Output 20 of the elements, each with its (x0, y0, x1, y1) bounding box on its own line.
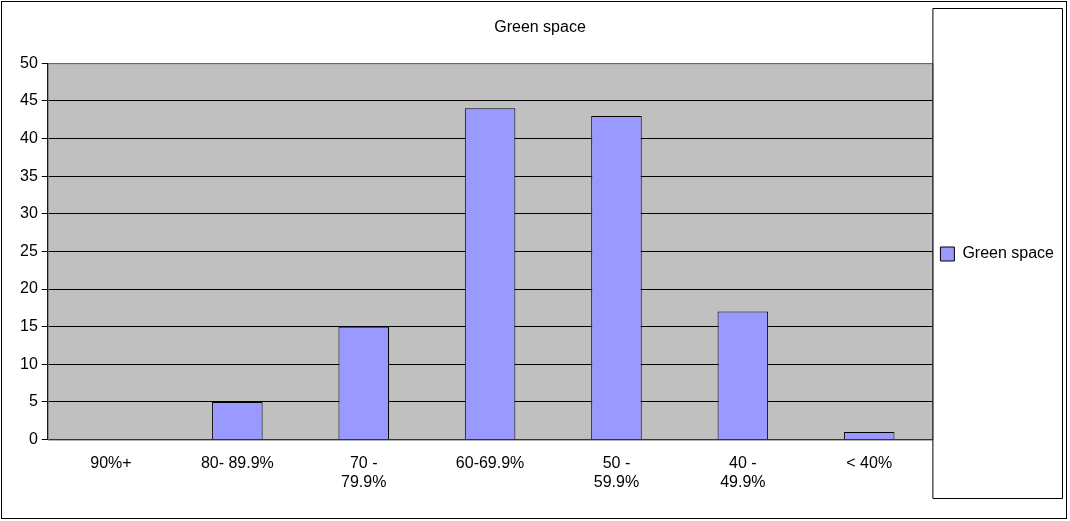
x-tick-label: 40 - 49.9% (720, 453, 766, 490)
x-tick-label: 70 - 79.9% (341, 453, 387, 490)
x-tick-label: < 40% (846, 453, 893, 471)
x-tick-label: 80- 89.9% (200, 453, 274, 471)
y-tick-label: 5 (28, 392, 38, 410)
x-tick-label: 60-69.9% (455, 453, 525, 471)
y-tick-label: 10 (20, 354, 38, 372)
x-tick-label: 90%+ (90, 453, 132, 471)
y-tick-label: 15 (20, 317, 38, 335)
y-tick-label: 30 (20, 204, 38, 222)
y-tick-label: 35 (20, 166, 38, 184)
y-tick-label: 45 (20, 91, 38, 109)
y-tick-label: 50 (20, 53, 38, 71)
x-tick-label: 50 - 59.9% (593, 453, 640, 490)
y-tick-label: 20 (20, 279, 38, 297)
chart-title: Green space (494, 18, 586, 36)
y-tick-label: 40 (20, 128, 38, 146)
y-tick-label: 0 (28, 430, 38, 448)
y-tick-label: 25 (20, 241, 38, 259)
legend-label: Green space (962, 244, 1055, 262)
